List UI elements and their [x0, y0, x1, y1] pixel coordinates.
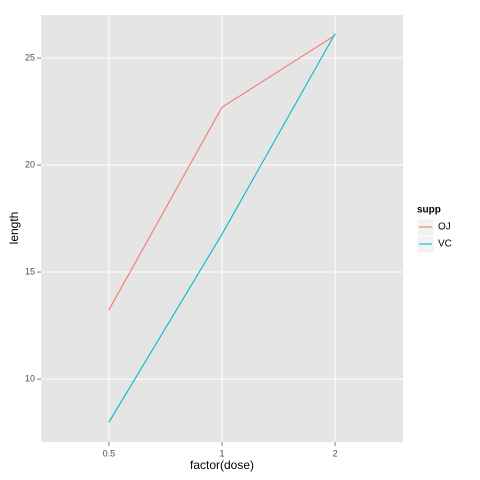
x-tick-label: 1	[219, 448, 224, 458]
x-tick-label: 2	[333, 448, 338, 458]
legend-label: OJ	[438, 222, 451, 233]
x-axis-label: factor(dose)	[190, 458, 254, 472]
legend-title: supp	[417, 205, 441, 216]
series-line	[108, 33, 336, 423]
x-tick-label: 0.5	[103, 448, 116, 458]
y-axis-label: length	[7, 212, 21, 245]
y-tick-label: 20	[25, 159, 35, 169]
y-tick-label: 15	[25, 266, 35, 276]
y-tick-label: 10	[25, 373, 35, 383]
series-line	[108, 34, 336, 311]
legend-label: VC	[438, 239, 452, 250]
y-tick-label: 25	[25, 52, 35, 62]
